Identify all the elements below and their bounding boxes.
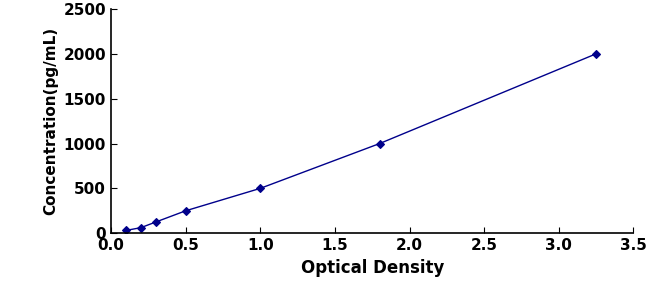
Y-axis label: Concentration(pg/mL): Concentration(pg/mL) — [43, 27, 58, 215]
X-axis label: Optical Density: Optical Density — [300, 259, 444, 277]
